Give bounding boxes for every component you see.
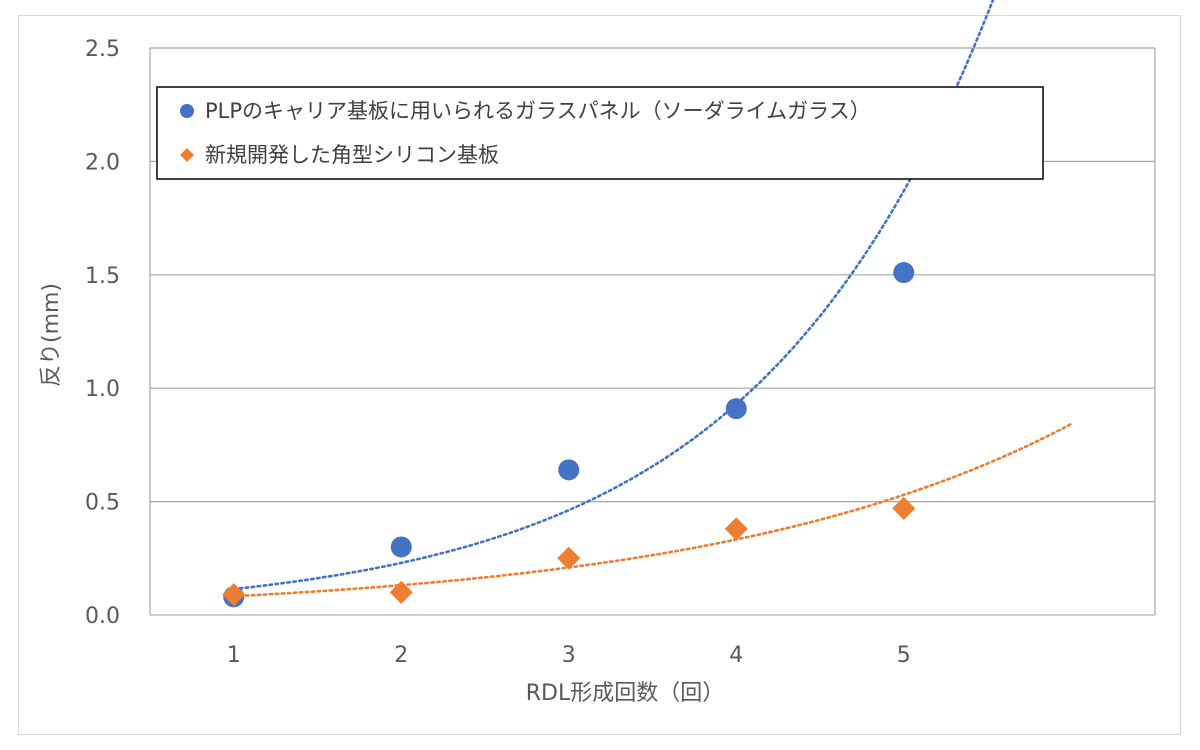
point-series-1 — [390, 536, 412, 558]
data-points — [222, 262, 916, 608]
x-tick-label: 3 — [562, 643, 576, 668]
legend: PLPのキャリア基板に用いられるガラスパネル（ソーダライムガラス） 新規開発した… — [156, 86, 1044, 180]
x-tick-label: 2 — [394, 643, 408, 668]
legend-label-silicon: 新規開発した角型シリコン基板 — [205, 143, 499, 167]
point-series-2 — [724, 517, 748, 541]
y-tick-label: 1.0 — [85, 377, 120, 402]
y-axis-title: 反り(mm) — [39, 283, 64, 387]
x-tick-label: 5 — [897, 643, 911, 668]
y-tick-label: 0.5 — [85, 491, 120, 516]
y-axis-ticks: 0.0 0.5 1.0 1.5 2.0 2.5 — [85, 37, 120, 629]
point-series-2 — [222, 583, 246, 607]
point-series-1 — [558, 459, 580, 481]
x-tick-label: 1 — [227, 643, 241, 668]
x-axis-ticks: 1 2 3 4 5 — [227, 643, 911, 668]
x-axis-title: RDL形成回数（回） — [526, 681, 724, 706]
trendline-series-2 — [232, 422, 1073, 598]
point-series-1 — [725, 398, 747, 420]
y-tick-label: 1.5 — [85, 264, 120, 289]
y-tick-label: 2.5 — [85, 37, 120, 62]
y-tick-label: 2.0 — [85, 150, 120, 175]
x-tick-label: 4 — [729, 643, 743, 668]
point-series-2 — [892, 496, 916, 520]
legend-marker-silicon — [180, 148, 194, 162]
point-series-2 — [389, 580, 413, 604]
legend-box — [156, 86, 1044, 180]
point-series-2 — [557, 546, 581, 570]
legend-marker-glass — [180, 104, 194, 118]
point-series-1 — [893, 262, 915, 284]
legend-label-glass: PLPのキャリア基板に用いられるガラスパネル（ソーダライムガラス） — [205, 99, 871, 123]
y-tick-label: 0.0 — [85, 604, 120, 629]
